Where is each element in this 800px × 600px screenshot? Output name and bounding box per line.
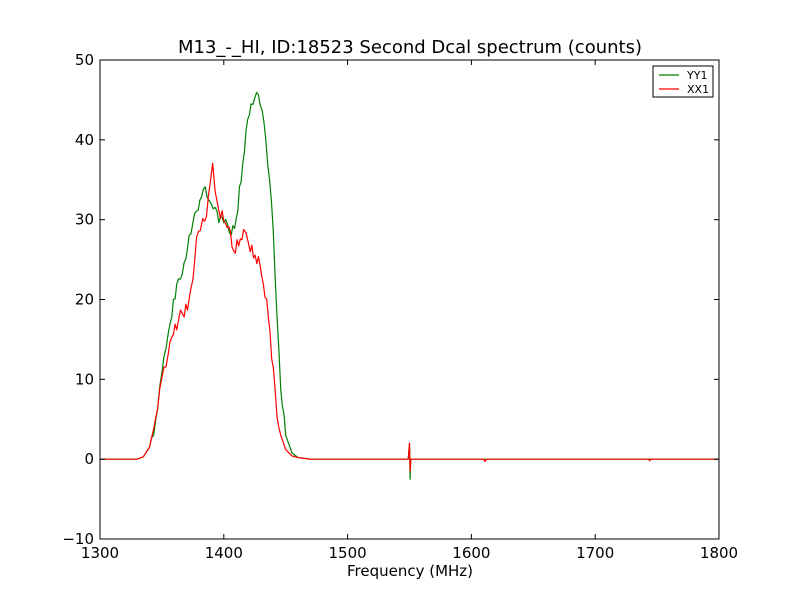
x-axis-ticks: 1300 1400 1500 1600 1700 1800 xyxy=(81,60,738,562)
x-tick-label: 1300 xyxy=(81,544,119,562)
x-tick-label: 1400 xyxy=(205,544,243,562)
y-tick-label: 50 xyxy=(75,51,94,69)
legend-label-xx1: XX1 xyxy=(687,83,709,96)
y-tick-label: 20 xyxy=(75,291,94,309)
x-tick-label: 1800 xyxy=(700,544,738,562)
y-axis-ticks: −10 0 10 20 30 40 50 xyxy=(62,51,719,548)
y-tick-label: 40 xyxy=(75,131,94,149)
x-tick-label: 1700 xyxy=(576,544,614,562)
chart-title: M13_-_HI, ID:18523 Second Dcal spectrum … xyxy=(178,37,642,58)
y-tick-label: −10 xyxy=(62,530,94,548)
series-line-xx1 xyxy=(100,162,719,472)
y-tick-label: 30 xyxy=(75,211,94,229)
x-tick-label: 1600 xyxy=(452,544,490,562)
x-tick-label: 1500 xyxy=(329,544,367,562)
legend-box xyxy=(652,65,714,98)
y-tick-label: 0 xyxy=(84,450,94,468)
y-tick-label: 10 xyxy=(75,370,94,388)
x-axis-label: Frequency (MHz) xyxy=(347,562,473,580)
plot-area: 1300 1400 1500 1600 1700 1800 −10 0 10 20 30 40 50 xyxy=(62,51,738,562)
legend-label-yy1: YY1 xyxy=(686,69,707,82)
series-layer xyxy=(100,91,719,480)
